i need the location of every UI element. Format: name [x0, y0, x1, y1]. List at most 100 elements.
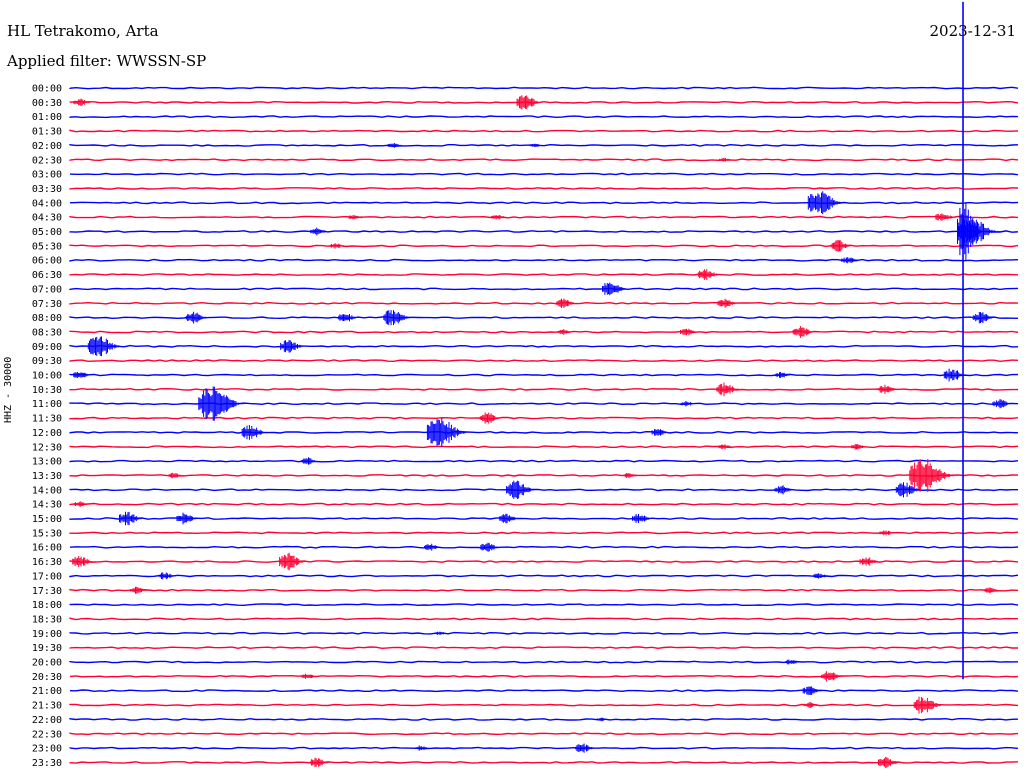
tick-label: 16:00: [32, 543, 62, 554]
trace-line: [70, 690, 1018, 691]
trace-line: [70, 733, 1018, 734]
trace-line: [70, 432, 1018, 433]
event-burst: [775, 485, 799, 494]
event-burst: [281, 340, 310, 353]
trace-line: [70, 532, 1018, 533]
event-burst: [936, 214, 960, 221]
trace-line: [70, 217, 1018, 218]
tick-label: 00:00: [32, 84, 62, 95]
trace-line: [70, 489, 1018, 490]
tick-label: 21:00: [32, 686, 62, 697]
tick-label: 01:30: [32, 127, 62, 138]
event-burst: [793, 326, 819, 338]
event-burst: [984, 588, 1003, 594]
trace-line: [70, 417, 1018, 418]
event-burst: [481, 543, 505, 552]
trace-line: [70, 245, 1018, 246]
event-burst: [500, 514, 524, 523]
event-burst: [558, 329, 577, 335]
event-burst: [557, 299, 581, 308]
tick-label: 02:00: [32, 141, 62, 152]
trace-line: [70, 202, 1018, 203]
tick-label: 13:30: [32, 471, 62, 482]
event-burst: [860, 558, 884, 566]
event-burst: [785, 660, 804, 665]
tick-label: 10:30: [32, 385, 62, 396]
tick-label: 21:30: [32, 701, 62, 712]
trace-line: [70, 747, 1018, 748]
trace-line: [70, 590, 1018, 591]
event-burst: [199, 387, 252, 421]
tick-label: 20:30: [32, 672, 62, 683]
tick-label: 03:00: [32, 170, 62, 181]
tick-label: 15:00: [32, 514, 62, 525]
trace-line: [70, 231, 1018, 232]
tick-label: 15:30: [32, 528, 62, 539]
event-burst: [177, 513, 203, 525]
event-burst: [159, 572, 181, 579]
tick-label: 04:00: [32, 198, 62, 209]
tick-label: 18:30: [32, 614, 62, 625]
event-burst: [330, 243, 349, 249]
trace-line: [70, 633, 1018, 634]
trace-line: [70, 518, 1018, 519]
trace-line: [70, 547, 1018, 548]
tick-label: 06:00: [32, 256, 62, 267]
trace-line: [70, 575, 1018, 576]
trace-line: [70, 475, 1018, 476]
event-burst: [720, 158, 737, 162]
event-burst: [776, 372, 795, 378]
trace-line: [70, 647, 1018, 648]
tick-label: 22:00: [32, 715, 62, 726]
event-burst: [681, 401, 700, 406]
event-burst: [416, 746, 435, 751]
trace-line: [70, 446, 1018, 447]
event-burst: [73, 556, 99, 567]
event-burst: [633, 514, 657, 523]
trace-line: [70, 303, 1018, 304]
tick-label: 10:00: [32, 371, 62, 382]
tick-label: 02:30: [32, 155, 62, 166]
event-burst: [302, 674, 321, 679]
event-burst: [652, 429, 674, 436]
event-burst: [944, 369, 973, 382]
trace-line: [70, 331, 1018, 332]
tick-label: 06:30: [32, 270, 62, 281]
event-burst: [719, 444, 738, 449]
tick-label: 13:00: [32, 457, 62, 468]
tick-label: 17:00: [32, 571, 62, 582]
glitch-burst: [958, 202, 987, 261]
trace-line: [70, 346, 1018, 347]
trace-line: [70, 130, 1018, 131]
tick-label: 03:30: [32, 184, 62, 195]
trace-line: [70, 274, 1018, 275]
trace-line: [70, 173, 1018, 174]
tick-label: 23:30: [32, 758, 62, 769]
event-burst: [492, 215, 511, 219]
trace-line: [70, 504, 1018, 505]
trace-line: [70, 618, 1018, 619]
event-burst: [480, 413, 506, 424]
tick-label: 12:30: [32, 442, 62, 453]
trace-line: [70, 288, 1018, 289]
tick-label: 07:30: [32, 299, 62, 310]
tick-label: 09:30: [32, 356, 62, 367]
tick-label: 11:00: [32, 399, 62, 410]
event-burst: [804, 702, 823, 708]
tick-label: 01:00: [32, 112, 62, 123]
event-burst: [435, 632, 452, 635]
event-burst: [993, 399, 1017, 408]
event-burst: [427, 418, 475, 447]
event-burst: [681, 329, 703, 336]
trace-line: [70, 460, 1018, 461]
tick-label: 00:30: [32, 98, 62, 109]
tick-label: 19:00: [32, 629, 62, 640]
event-burst: [310, 758, 334, 767]
tick-label: 17:30: [32, 586, 62, 597]
event-burst: [879, 385, 903, 394]
event-burst: [880, 530, 899, 535]
tick-label: 14:30: [32, 500, 62, 511]
trace-line: [70, 762, 1018, 763]
event-burst: [74, 501, 93, 507]
